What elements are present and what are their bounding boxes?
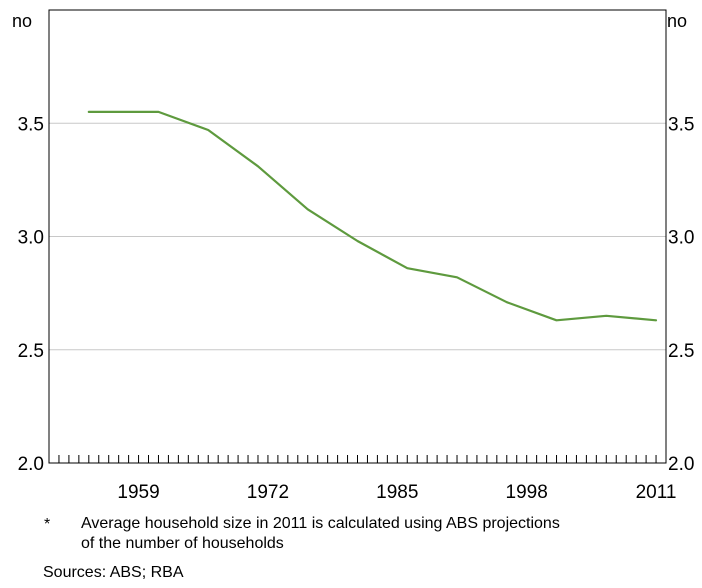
- x-axis-labels: 1959 1972 1985 1998 2011: [117, 482, 676, 503]
- series-layer: [87, 110, 658, 322]
- y-axis-left-labels: 2.0 2.5 3.0 3.5: [18, 114, 44, 475]
- x-tick-label-3: 1998: [506, 482, 548, 503]
- y-tick-label-right-1: 2.5: [668, 341, 694, 362]
- y-tick-label-right-3: 3.5: [668, 114, 694, 135]
- sources-note: Sources: ABS; RBA: [43, 564, 184, 581]
- footnote-line-1: Average household size in 2011 is calcul…: [81, 515, 560, 532]
- footnote-line-2: of the number of households: [81, 535, 284, 552]
- y-tick-label-left-3: 3.5: [18, 114, 44, 135]
- footnote-marker: *: [44, 516, 51, 533]
- footnote-text: Average household size in 2011 is calcul…: [81, 514, 681, 554]
- y-tick-label-right-2: 3.0: [668, 228, 694, 249]
- y-tick-label-left-1: 2.5: [18, 341, 44, 362]
- x-tick-label-2: 1985: [376, 482, 418, 503]
- y-axis-right-unit: no: [667, 11, 687, 31]
- x-tick-label-1: 1972: [247, 482, 289, 503]
- x-tick-label-0: 1959: [117, 482, 159, 503]
- y-tick-label-left-2: 3.0: [18, 228, 44, 249]
- y-tick-label-right-0: 2.0: [668, 454, 694, 475]
- y-axis-right-labels: 2.0 2.5 3.0 3.5: [668, 114, 694, 475]
- x-axis-tick-marks: [58, 455, 657, 463]
- x-tick-label-4: 2011: [636, 482, 677, 503]
- series-line-0: [87, 110, 658, 322]
- y-tick-label-left-0: 2.0: [18, 454, 44, 475]
- y-axis-left-unit: no: [12, 11, 32, 31]
- grid: [49, 122, 666, 351]
